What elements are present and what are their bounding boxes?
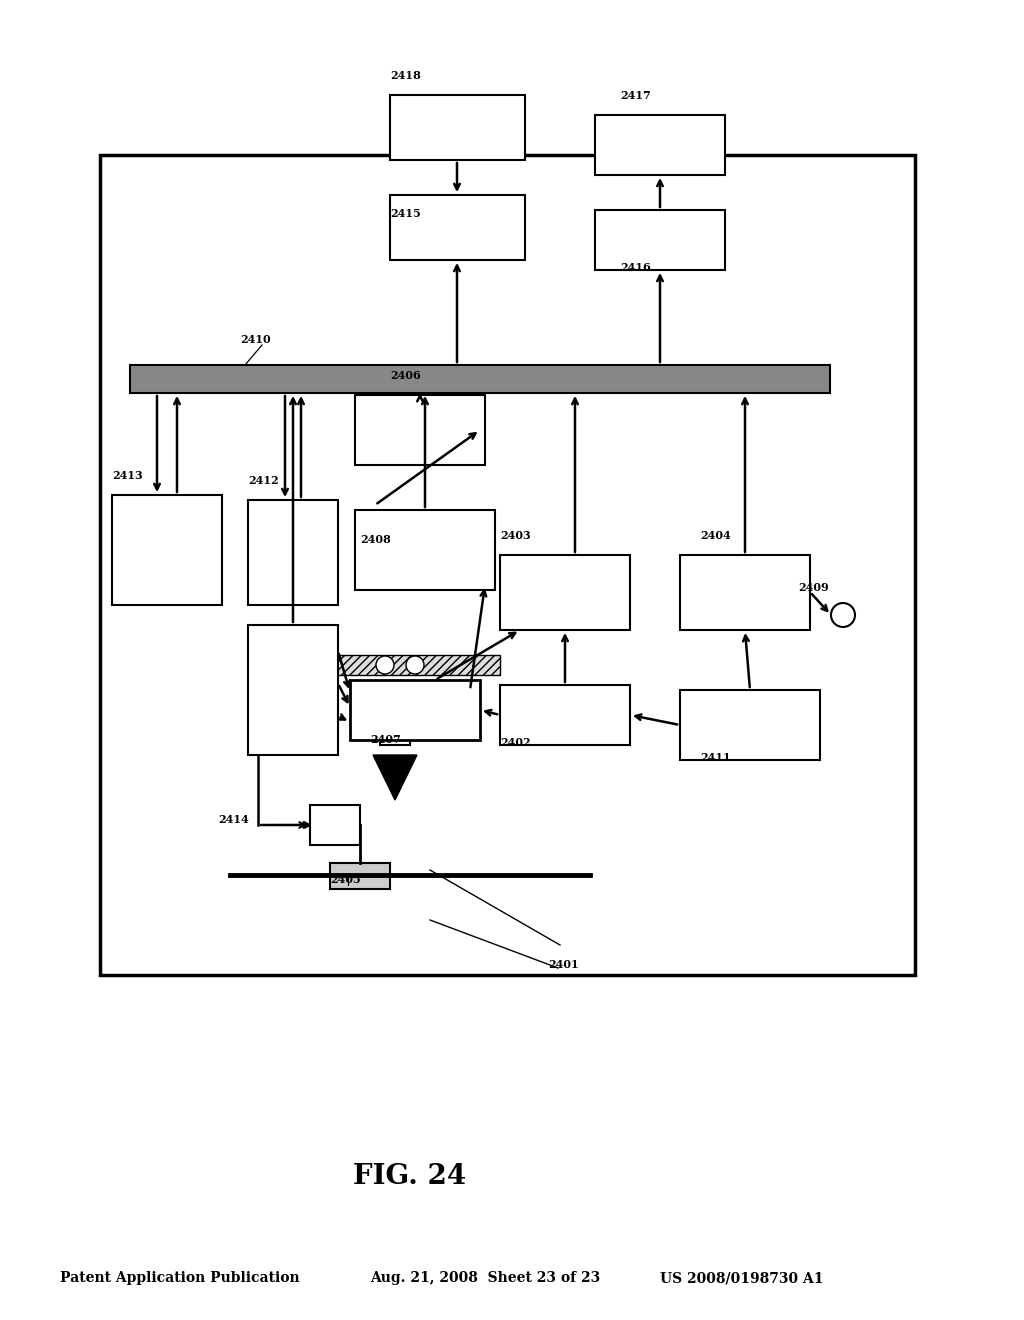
Bar <box>100 154 915 975</box>
Text: 2418: 2418 <box>390 70 421 81</box>
Bar <box>500 554 630 630</box>
Text: 2403: 2403 <box>500 531 530 541</box>
Bar <box>390 195 525 260</box>
Text: Aug. 21, 2008  Sheet 23 of 23: Aug. 21, 2008 Sheet 23 of 23 <box>370 1271 600 1284</box>
Bar <box>355 395 485 465</box>
Bar <box>380 727 410 744</box>
Bar <box>680 554 810 630</box>
Text: 2413: 2413 <box>112 470 142 480</box>
Text: 2401: 2401 <box>548 960 579 970</box>
Text: 2410: 2410 <box>240 334 270 345</box>
Text: 2409: 2409 <box>798 582 828 593</box>
Bar <box>500 685 630 744</box>
Bar <box>112 495 222 605</box>
Bar <box>130 366 830 393</box>
Bar <box>248 500 338 605</box>
Circle shape <box>376 656 394 675</box>
Circle shape <box>406 656 424 675</box>
Text: Patent Application Publication: Patent Application Publication <box>60 1271 300 1284</box>
Bar <box>330 863 390 888</box>
Text: 2407: 2407 <box>370 734 400 744</box>
Bar <box>310 805 360 845</box>
Text: 2415: 2415 <box>390 209 421 219</box>
Polygon shape <box>373 755 417 800</box>
Text: 2417: 2417 <box>620 90 650 102</box>
Text: 2405: 2405 <box>330 874 360 884</box>
Bar <box>350 680 480 741</box>
Circle shape <box>831 603 855 627</box>
Text: 2404: 2404 <box>700 531 731 541</box>
Text: 2416: 2416 <box>620 261 650 273</box>
Text: 2414: 2414 <box>218 814 249 825</box>
Text: 2406: 2406 <box>390 370 421 381</box>
Text: 2411: 2411 <box>700 752 731 763</box>
Bar <box>595 210 725 271</box>
Bar <box>330 655 500 675</box>
Bar <box>355 510 495 590</box>
Bar <box>248 624 338 755</box>
Text: 2408: 2408 <box>360 535 391 545</box>
Bar <box>595 115 725 176</box>
Text: US 2008/0198730 A1: US 2008/0198730 A1 <box>660 1271 823 1284</box>
Text: 2402: 2402 <box>500 737 530 748</box>
Text: FIG. 24: FIG. 24 <box>353 1163 467 1191</box>
Bar <box>390 95 525 160</box>
Bar <box>680 690 820 760</box>
Text: 2412: 2412 <box>248 475 279 486</box>
